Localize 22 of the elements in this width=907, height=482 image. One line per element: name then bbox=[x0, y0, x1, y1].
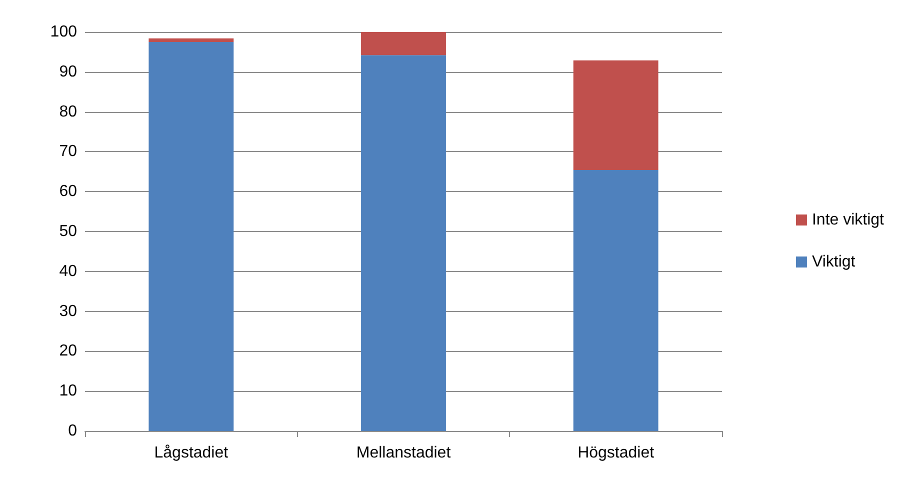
legend-label: Viktigt bbox=[812, 254, 856, 270]
y-tick-label: 60 bbox=[59, 183, 78, 200]
y-tick-label: 0 bbox=[68, 422, 78, 440]
y-tick-label: 70 bbox=[59, 143, 78, 160]
y-tick-label: 30 bbox=[59, 302, 78, 320]
bar bbox=[573, 170, 658, 431]
legend-label: Inte viktigt bbox=[812, 212, 885, 228]
bar bbox=[361, 32, 446, 56]
x-tick-label: Högstadiet bbox=[578, 444, 655, 462]
y-tick-label: 90 bbox=[59, 63, 78, 80]
x-tick-label: Mellanstadiet bbox=[356, 444, 452, 462]
bar bbox=[148, 38, 234, 42]
x-tick-label: Lågstadiet bbox=[154, 444, 229, 462]
bar bbox=[361, 55, 446, 431]
y-tick-label: 40 bbox=[59, 262, 78, 280]
y-tick-label: 80 bbox=[59, 103, 78, 120]
bar bbox=[148, 42, 234, 431]
y-tick-label: 10 bbox=[59, 382, 78, 400]
y-tick-label: 100 bbox=[50, 24, 78, 40]
y-tick-label: 50 bbox=[59, 223, 78, 240]
y-tick-label: 20 bbox=[59, 342, 78, 360]
bar bbox=[573, 60, 658, 170]
